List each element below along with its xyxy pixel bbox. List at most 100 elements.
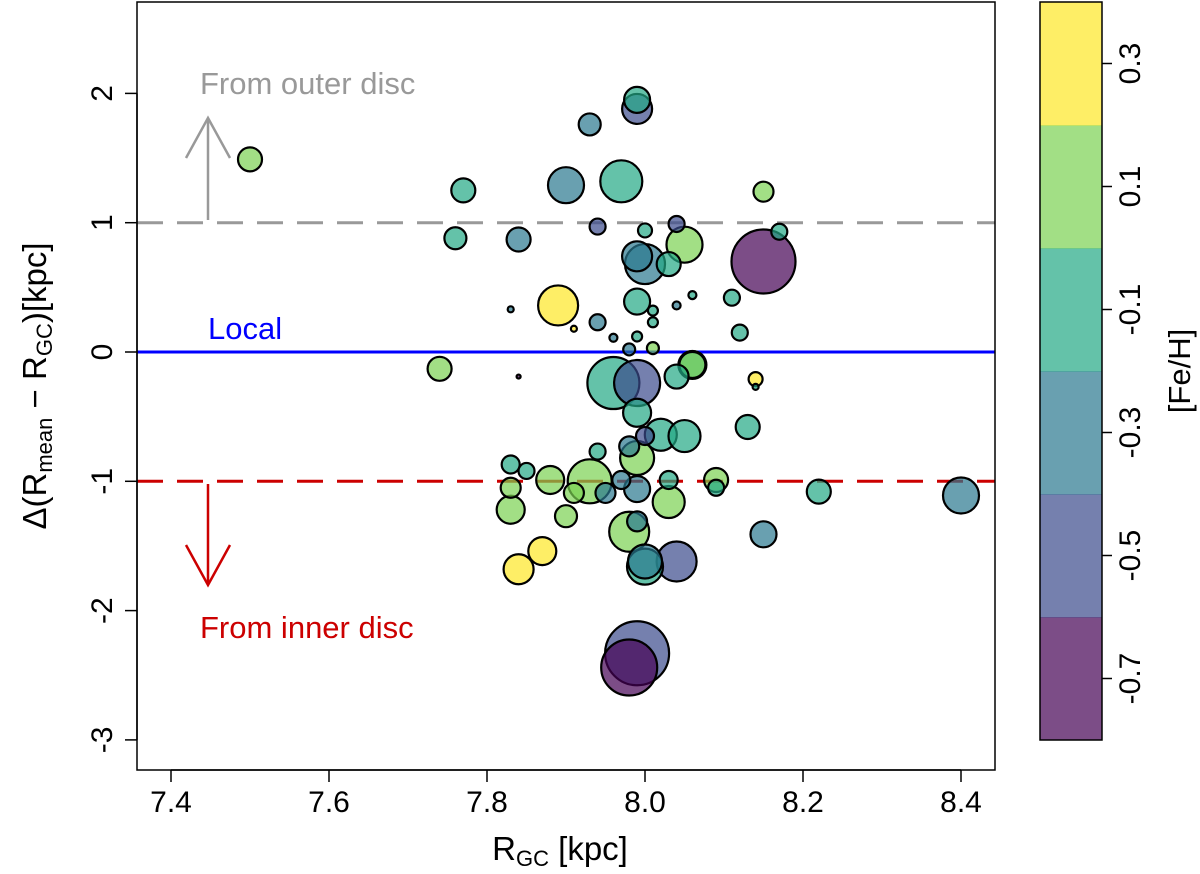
data-point [941, 476, 981, 515]
data-point [706, 478, 726, 497]
y-tick-label: -2 [86, 597, 119, 624]
data-point [663, 363, 690, 390]
data-point [515, 373, 522, 380]
colorbar-tick-label: 0.3 [1114, 43, 1147, 85]
colorbar-tick-label: 0.1 [1114, 166, 1147, 208]
data-point [536, 284, 580, 327]
data-point [499, 476, 522, 499]
data-point [805, 478, 832, 505]
x-axis: 7.4 7.6 7.8 8.0 8.2 8.4 [150, 769, 982, 819]
data-point [630, 330, 644, 343]
data-point [646, 316, 660, 329]
colorbar: 0.3 0.1 -0.1 -0.3 -0.5 -0.7 [1039, 1, 1147, 741]
data-point [734, 413, 761, 441]
data-point [651, 484, 686, 520]
reference-lines [137, 221, 995, 483]
colorbar-band [1040, 125, 1102, 249]
y-tick-label: -3 [86, 727, 119, 754]
data-point [621, 397, 653, 428]
x-tick-label: 7.8 [466, 786, 508, 819]
data-point [770, 222, 789, 241]
data-point [626, 543, 664, 580]
data-point [450, 177, 477, 204]
data-point [527, 536, 558, 567]
x-tick-label: 7.6 [308, 786, 350, 819]
data-point [599, 159, 644, 204]
data-point [588, 313, 607, 332]
x-tick-label: 8.2 [782, 786, 824, 819]
annotation-inner-disc: From inner disc [200, 610, 414, 645]
y-axis: 2 1 0 -1 -2 -3 [86, 85, 138, 754]
colorbar-band [1040, 617, 1102, 741]
data-point [671, 300, 682, 311]
data-point [655, 250, 682, 278]
y-tick-label: 2 [86, 85, 119, 102]
annotation-outer-disc: From outer disc [200, 66, 415, 101]
data-point [588, 442, 607, 461]
data-point [634, 425, 656, 447]
data-point [645, 341, 661, 356]
data-point [611, 469, 632, 491]
data-point [594, 481, 617, 505]
data-point [752, 180, 775, 203]
data-point [620, 240, 654, 273]
x-tick-label: 7.4 [150, 786, 192, 819]
data-point [625, 510, 649, 533]
colorbar-tick-label: -0.5 [1114, 530, 1147, 582]
data-point [546, 166, 586, 205]
colorbar-band [1040, 248, 1102, 372]
data-point [495, 494, 526, 525]
data-point [667, 418, 702, 454]
data-point [535, 464, 566, 496]
data-point [622, 287, 652, 316]
data-point [608, 332, 619, 343]
data-point [562, 481, 586, 505]
data-point [517, 461, 536, 481]
data-point [569, 324, 579, 333]
data-point [646, 304, 660, 317]
y-tick-label: -1 [86, 468, 119, 495]
y-tick-label: 0 [86, 344, 119, 361]
colorbar-band [1040, 371, 1102, 495]
data-point [506, 305, 515, 314]
data-point [751, 382, 760, 392]
arrow-up-icon [184, 115, 232, 220]
arrow-down-icon [184, 484, 232, 588]
data-point [577, 112, 602, 137]
y-axis-label: Δ(Rmean − RGC)[kpc] [16, 242, 57, 529]
data-point [667, 214, 686, 234]
x-tick-label: 8.4 [940, 786, 982, 819]
x-tick-label: 8.0 [624, 786, 666, 819]
colorbar-tick-label: -0.3 [1114, 407, 1147, 459]
plot-frame [136, 1, 996, 771]
data-point [236, 146, 264, 173]
x-axis-label: RGC [kpc] [492, 830, 628, 869]
data-point [622, 85, 652, 114]
data-point [502, 553, 535, 586]
data-points [236, 85, 981, 697]
data-point [588, 217, 607, 236]
colorbar-band [1040, 494, 1102, 618]
data-point [749, 520, 778, 549]
data-point [426, 355, 453, 382]
data-point [636, 222, 654, 239]
colorbar-frame [1039, 1, 1103, 741]
data-point [443, 226, 468, 251]
data-point [505, 226, 532, 253]
colorbar-tick-label: -0.7 [1114, 653, 1147, 705]
data-point [500, 454, 521, 475]
data-point [553, 504, 579, 529]
data-point [730, 228, 797, 295]
colorbar-label: [Fe/H] [1162, 329, 1197, 413]
data-point [658, 469, 679, 491]
annotation-local: Local [208, 311, 282, 346]
y-tick-label: 1 [86, 214, 119, 231]
data-point [687, 290, 698, 301]
data-point [722, 288, 742, 307]
data-point [622, 342, 637, 357]
colorbar-tick-label: -0.1 [1114, 284, 1147, 336]
data-point [618, 435, 641, 458]
colorbar-band [1040, 2, 1102, 126]
data-point [730, 323, 749, 342]
